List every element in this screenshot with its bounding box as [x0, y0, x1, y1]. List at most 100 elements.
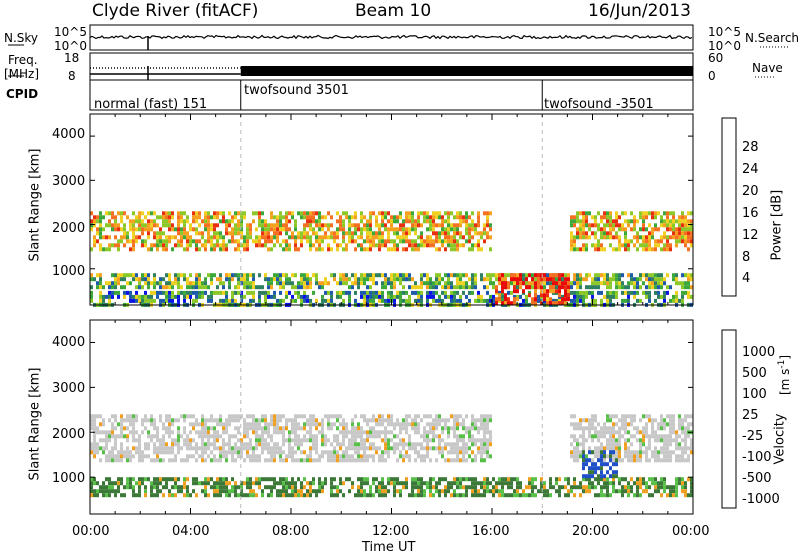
velocity-cell [369, 442, 372, 447]
power-cell [129, 239, 132, 244]
power-cell [615, 231, 618, 236]
power-cell [390, 290, 393, 295]
power-cell [648, 235, 651, 240]
power-cell [384, 298, 387, 303]
power-cell [603, 277, 606, 282]
power-cell [456, 223, 459, 228]
power-cell [420, 273, 423, 278]
velocity-cell [459, 446, 462, 451]
power-cell [111, 290, 114, 295]
velocity-cell [597, 474, 600, 479]
velocity-cell [633, 458, 636, 463]
velocity-cell [225, 477, 228, 482]
power-cell [138, 298, 141, 303]
velocity-cell [201, 442, 204, 447]
velocity-cell [408, 438, 411, 443]
power-cell [588, 285, 591, 290]
velocity-cell [351, 422, 354, 427]
velocity-cell [321, 438, 324, 443]
power-cell [363, 239, 366, 244]
power-cell [576, 298, 579, 303]
power-cell [120, 227, 123, 232]
power-cell [204, 281, 207, 286]
velocity-cell [222, 422, 225, 427]
velocity-cell [594, 466, 597, 471]
power-cell [165, 211, 168, 216]
velocity-cell [288, 450, 291, 455]
power-cell [381, 235, 384, 240]
power-cell [177, 273, 180, 278]
power-cell [432, 294, 435, 299]
velocity-cell [114, 454, 117, 459]
power-cell [372, 243, 375, 248]
nave-tick-top: 60 [708, 51, 724, 65]
velocity-cell [456, 434, 459, 439]
velocity-cell [669, 458, 672, 463]
velocity-cell [675, 481, 678, 486]
velocity-cell [225, 450, 228, 455]
velocity-cell [246, 481, 249, 486]
power-cell [411, 243, 414, 248]
power-cell [375, 215, 378, 220]
velocity-cell [408, 414, 411, 419]
power-cell [687, 239, 690, 244]
velocity-cell [270, 414, 273, 419]
velocity-cell [606, 430, 609, 435]
velocity-cell [684, 418, 687, 423]
velocity-cell [405, 454, 408, 459]
velocity-cell [144, 442, 147, 447]
velocity-cell [438, 418, 441, 423]
velocity-cell [294, 458, 297, 463]
power-cell [639, 243, 642, 248]
velocity-cell [111, 430, 114, 435]
velocity-cell [621, 422, 624, 427]
velocity-cell [366, 418, 369, 423]
power-cell [426, 219, 429, 224]
power-cell [513, 294, 516, 299]
power-cell [609, 215, 612, 220]
power-cell [684, 215, 687, 220]
velocity-cell [123, 434, 126, 439]
power-cell [372, 298, 375, 303]
power-cell [147, 211, 150, 216]
velocity-cell [498, 493, 501, 498]
power-cell [204, 211, 207, 216]
velocity-cell [399, 426, 402, 431]
velocity-cell [207, 430, 210, 435]
velocity-cell [492, 477, 495, 482]
power-cell [357, 223, 360, 228]
velocity-cell [294, 430, 297, 435]
velocity-cell [261, 418, 264, 423]
velocity-cell [441, 477, 444, 482]
velocity-cell [114, 414, 117, 419]
velocity-cell [354, 446, 357, 451]
velocity-cell [222, 446, 225, 451]
power-cell [333, 277, 336, 282]
velocity-cell [135, 481, 138, 486]
power-cell [249, 227, 252, 232]
velocity-cell [288, 442, 291, 447]
velocity-cell [120, 450, 123, 455]
velocity-cell [435, 434, 438, 439]
velocity-cell [234, 446, 237, 451]
velocity-cell [366, 438, 369, 443]
velocity-cell [207, 418, 210, 423]
velocity-cell [438, 481, 441, 486]
power-cell [540, 298, 543, 303]
power-cell [303, 211, 306, 216]
power-cell [516, 285, 519, 290]
velocity-cell [399, 430, 402, 435]
power-cell [342, 219, 345, 224]
velocity-cell [450, 450, 453, 455]
power-cell [627, 239, 630, 244]
velocity-cell [612, 485, 615, 490]
power-cell [414, 285, 417, 290]
power-cell [285, 290, 288, 295]
velocity-cell [429, 426, 432, 431]
power-cell [186, 231, 189, 236]
power-cell [495, 277, 498, 282]
power-cell [138, 281, 141, 286]
velocity-cell [633, 450, 636, 455]
velocity-cell [186, 477, 189, 482]
velocity-cell [138, 489, 141, 494]
